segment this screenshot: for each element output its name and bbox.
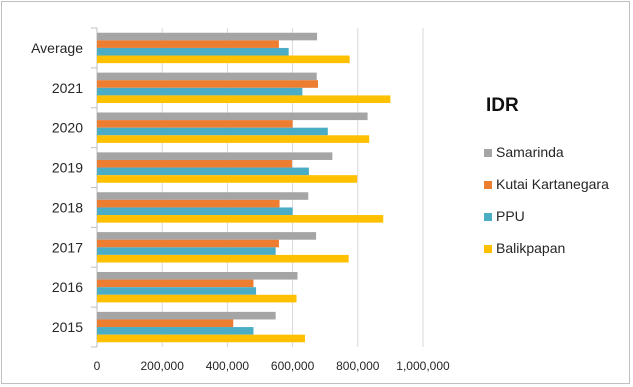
bar <box>97 175 358 183</box>
legend-label: Samarinda <box>496 144 564 160</box>
bar <box>97 135 370 143</box>
bar <box>97 152 333 160</box>
bar <box>97 95 391 104</box>
legend-swatch <box>484 245 492 253</box>
x-tick-label: 0 <box>94 359 101 373</box>
bar <box>97 319 234 328</box>
category-label: 2018 <box>52 199 83 215</box>
x-tick-label: 600,000 <box>271 359 315 373</box>
bar <box>97 40 279 48</box>
bar <box>97 327 254 335</box>
x-tick-label: 800,000 <box>336 359 380 373</box>
bar <box>97 80 319 88</box>
bar <box>97 294 297 303</box>
bar <box>97 215 384 223</box>
bar <box>97 232 317 240</box>
legend-label: Balikpapan <box>496 240 565 256</box>
category-label: 2020 <box>52 120 83 136</box>
legend-swatch <box>484 149 492 157</box>
bar <box>97 199 280 208</box>
legend-label: Kutai Kartanegara <box>496 176 609 192</box>
x-tick-label: 200,000 <box>141 359 185 373</box>
bar <box>97 254 349 263</box>
legend-swatch <box>484 213 492 221</box>
category-label: 2016 <box>52 279 83 295</box>
bar <box>97 55 350 64</box>
bar <box>97 127 328 136</box>
bar <box>97 72 317 81</box>
bar <box>97 87 303 96</box>
bar <box>97 120 293 128</box>
category-label: 2021 <box>52 80 83 96</box>
bar <box>97 334 305 343</box>
bar <box>97 311 276 320</box>
bar <box>97 159 292 168</box>
category-label: 2015 <box>52 319 83 335</box>
x-tick-label: 1,000,000 <box>396 359 450 373</box>
bar <box>97 47 289 56</box>
bar <box>97 112 368 121</box>
legend-title: IDR <box>486 95 519 116</box>
x-tick-label: 400,000 <box>206 359 250 373</box>
bar <box>97 192 309 200</box>
bar <box>97 287 257 295</box>
legend-label: PPU <box>496 208 525 224</box>
legend-swatch <box>484 181 492 189</box>
bar <box>97 32 318 41</box>
category-label: Average <box>31 40 83 56</box>
bar <box>97 239 279 248</box>
bar <box>97 167 309 176</box>
category-label: 2019 <box>52 160 83 176</box>
bar <box>97 279 254 288</box>
bar <box>97 247 276 255</box>
bar <box>97 271 298 280</box>
bar <box>97 207 293 216</box>
category-label: 2017 <box>52 239 83 255</box>
